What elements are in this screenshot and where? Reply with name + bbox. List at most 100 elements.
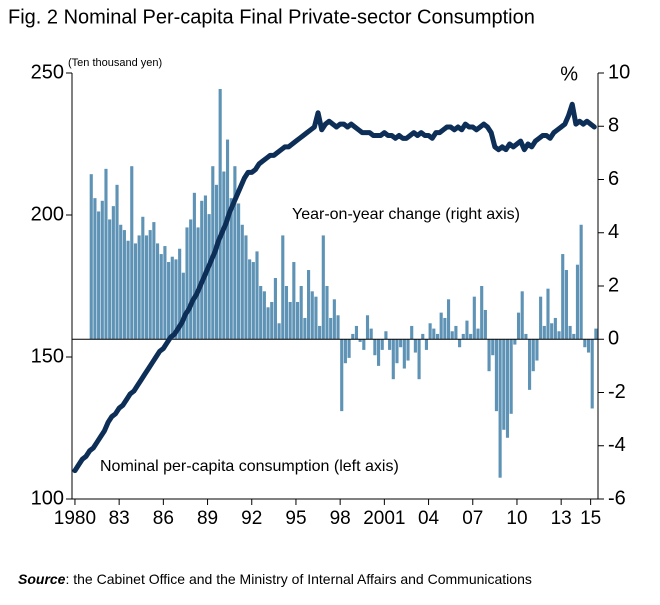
bar	[384, 331, 388, 340]
bar	[343, 339, 347, 364]
bar	[119, 224, 123, 340]
x-tick-label: 07	[462, 508, 483, 529]
bar	[388, 339, 392, 350]
bar	[454, 325, 458, 340]
bar	[358, 339, 362, 342]
bar	[93, 198, 97, 340]
bar	[299, 286, 303, 340]
chart-title: Fig. 2 Nominal Per-capita Final Private-…	[8, 6, 535, 28]
bar	[465, 320, 469, 340]
bar	[189, 219, 193, 340]
bar	[557, 331, 561, 340]
bar	[590, 339, 594, 409]
bar	[133, 243, 138, 340]
bar	[491, 339, 495, 356]
x-tick-label: 15	[580, 508, 601, 529]
bar	[583, 339, 587, 348]
bar	[395, 339, 399, 364]
bar	[406, 339, 410, 361]
bar	[483, 309, 487, 340]
bar	[318, 325, 322, 340]
bar	[295, 301, 300, 340]
bar	[594, 328, 598, 340]
bar	[351, 333, 355, 340]
bar	[170, 256, 174, 340]
bar	[472, 296, 476, 340]
bar	[152, 222, 156, 340]
bar	[575, 264, 580, 340]
x-tick-label: 13	[551, 508, 572, 529]
bar	[461, 333, 465, 340]
bar	[144, 235, 149, 340]
bar	[505, 339, 510, 438]
y2-unit: %	[560, 63, 578, 85]
x-tick-label: 1980	[54, 508, 96, 529]
bar	[277, 323, 281, 340]
bar	[586, 339, 591, 353]
bar	[579, 224, 583, 340]
bar	[89, 174, 93, 340]
bar	[273, 278, 277, 340]
bar	[192, 192, 196, 340]
bar	[207, 214, 211, 340]
bar	[262, 291, 266, 340]
bar	[528, 339, 532, 390]
bar	[185, 227, 189, 340]
bar	[266, 307, 270, 340]
y-tick-label: 200	[31, 203, 64, 225]
bar	[568, 325, 572, 340]
bar	[281, 235, 285, 340]
y2-tick-label: 8	[608, 115, 619, 137]
bar	[104, 168, 108, 340]
bar	[329, 317, 333, 340]
source-label: Source	[18, 571, 66, 587]
y2-tick-label: 10	[608, 61, 630, 83]
bar	[354, 325, 359, 340]
bar	[535, 339, 539, 361]
bar	[336, 315, 340, 340]
bar	[178, 248, 182, 340]
bar	[259, 286, 263, 340]
bar	[365, 315, 370, 340]
bar	[214, 184, 219, 340]
bar	[248, 259, 252, 340]
bar	[244, 235, 248, 340]
bar	[200, 200, 204, 340]
bar	[314, 296, 318, 340]
bar	[513, 339, 517, 345]
bar	[284, 286, 289, 340]
y-tick-label: 100	[31, 487, 64, 509]
bar	[292, 262, 296, 340]
bar	[410, 325, 414, 340]
bar	[432, 328, 436, 340]
bar	[203, 195, 207, 340]
bar	[498, 339, 502, 478]
x-tick-label: 10	[506, 508, 527, 529]
bar	[502, 339, 506, 430]
bar	[443, 317, 447, 340]
bar	[218, 88, 222, 340]
annotation: Nominal per-capita consumption (left axi…	[100, 458, 399, 475]
source: Source: the Cabinet Office and the Minis…	[18, 571, 532, 587]
bar	[469, 333, 473, 340]
bar	[524, 333, 528, 340]
bar	[391, 339, 395, 380]
bar	[233, 166, 237, 340]
bar	[148, 230, 152, 340]
bar	[222, 171, 226, 340]
bar	[332, 299, 336, 340]
bar	[509, 339, 513, 414]
bar	[225, 139, 230, 340]
x-tick-label: 98	[330, 508, 351, 529]
bar	[380, 339, 384, 350]
bar	[325, 286, 329, 340]
bar	[572, 333, 576, 340]
bar	[174, 259, 178, 340]
x-tick-label: 83	[109, 508, 130, 529]
bar	[494, 339, 498, 412]
bar	[516, 312, 521, 340]
bar	[362, 339, 366, 350]
bar	[417, 339, 421, 380]
bar	[97, 211, 101, 340]
